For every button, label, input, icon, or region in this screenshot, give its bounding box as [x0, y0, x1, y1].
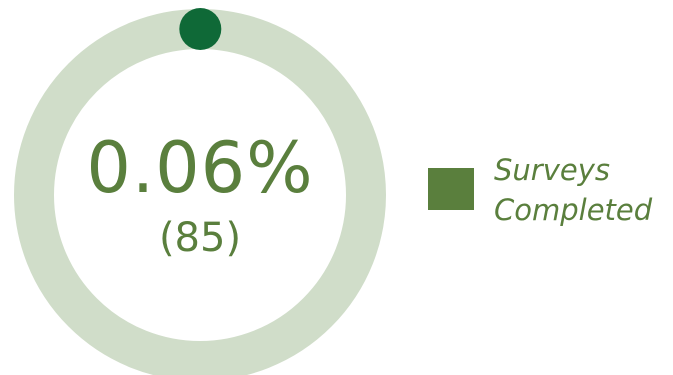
chart-legend: Surveys Completed [428, 150, 668, 240]
legend-swatch-surveys-completed [428, 168, 474, 210]
donut-center-count: (85) [158, 215, 242, 261]
legend-label-line-2: Completed [494, 193, 653, 227]
donut-slice-layer [179, 8, 222, 50]
donut-slice-surveys-completed [179, 8, 222, 50]
legend-label-surveys-completed: Surveys Completed [494, 150, 668, 230]
donut-center-percent: 0.06% [86, 127, 314, 209]
legend-label-line-1: Surveys [494, 153, 610, 187]
